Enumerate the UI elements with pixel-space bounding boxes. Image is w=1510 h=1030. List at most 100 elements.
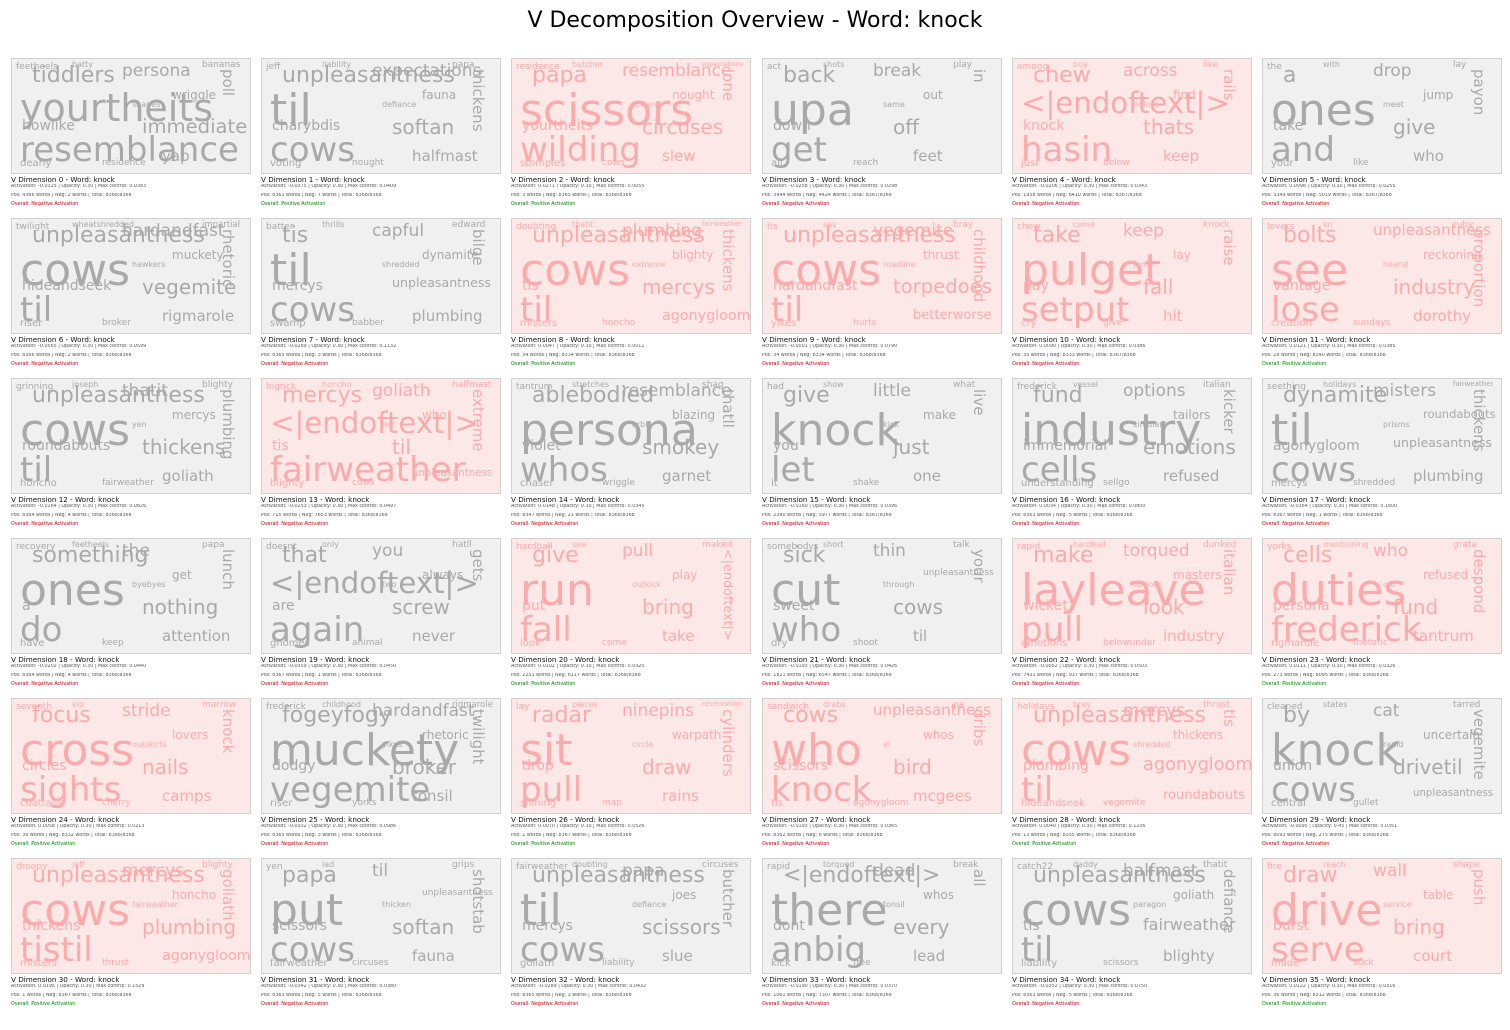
wordcloud-panel: put cows papa softan til scissors fauna shotsta… bbox=[261, 858, 501, 1008]
panel-caption: V Dimension 8 - Word: knock bbox=[511, 335, 615, 344]
panel-caption: V Dimension 17 - Word: knock bbox=[1262, 495, 1371, 504]
panel-overall-label: Overall: Negative Activation bbox=[762, 682, 830, 687]
cloud-word: cross bbox=[20, 725, 135, 776]
cloud-word: in bbox=[970, 69, 988, 83]
cloud-word: cut bbox=[771, 565, 841, 616]
cloud-word: seething bbox=[1267, 382, 1306, 392]
cloud-word: despond bbox=[1470, 549, 1488, 614]
cloud-word: camps bbox=[162, 787, 212, 805]
cloud-word: jump bbox=[1423, 88, 1454, 102]
cloud-word: lose bbox=[1271, 290, 1340, 330]
cloud-word: blighty bbox=[202, 380, 233, 390]
cloud-word: refused bbox=[1163, 467, 1220, 485]
wordcloud-image: <|endoftext|> hasin chew thats across knock ke… bbox=[1012, 58, 1252, 174]
cloud-word: misters bbox=[20, 958, 58, 969]
panel-stats-activation: Activation: -0.0289 | Opacity: 0.30 | Ma… bbox=[511, 984, 647, 989]
cloud-word: pay bbox=[1023, 278, 1049, 294]
panel-caption: V Dimension 34 - Word: knock bbox=[1012, 975, 1121, 984]
cloud-word: ones bbox=[20, 565, 125, 616]
cloud-word: pa bbox=[953, 700, 965, 710]
panel-stats-activation: Activation: 0.0034 | Opacity: 0.30 | Max… bbox=[1012, 504, 1146, 509]
panel-overall-label: Overall: Negative Activation bbox=[1012, 362, 1080, 367]
cloud-word: always bbox=[422, 568, 464, 582]
cloud-word: mercys bbox=[172, 408, 216, 422]
cloud-word: fairweather bbox=[702, 220, 743, 228]
cloud-word: doubting bbox=[572, 860, 608, 869]
panel-stats-counts: Pos: 2251 words | Neg: 6117 words | Tota… bbox=[511, 673, 641, 678]
cloud-word: dribs bbox=[970, 709, 988, 747]
cloud-word: misters bbox=[520, 318, 558, 329]
cloud-word: thickens bbox=[142, 435, 226, 459]
panel-overall-label: Overall: Negative Activation bbox=[261, 362, 329, 367]
cloud-word: wall bbox=[1373, 861, 1407, 881]
cloud-word: cleaned bbox=[1267, 702, 1303, 712]
cloud-word: <|endoftext|> bbox=[719, 549, 735, 641]
cloud-word: masters bbox=[1173, 568, 1222, 582]
cloud-word: make bbox=[1033, 543, 1094, 568]
panel-overall-label: Overall: Positive Activation bbox=[261, 202, 326, 207]
cloud-word: upa bbox=[771, 85, 854, 136]
panel-stats-activation: Activation: 0.0098 | Opacity: 0.30 | Max… bbox=[1262, 184, 1396, 189]
panel-stats-activation: Activation: -0.0375 | Opacity: 0.30 | Ma… bbox=[261, 184, 397, 189]
wordcloud-panel: ones do something nothing the a attention lunch… bbox=[11, 538, 251, 688]
cloud-word: plumbing bbox=[142, 915, 237, 939]
cloud-word: softan bbox=[392, 115, 455, 139]
wordcloud-panel: industry cells fund emotions options immemori… bbox=[1012, 378, 1252, 528]
cloud-word: yourtheits bbox=[522, 118, 594, 134]
cloud-word: unpleasantness bbox=[1413, 788, 1494, 799]
wordcloud-image: cut who sick cows thin sweet til your unpleasant… bbox=[762, 538, 1002, 654]
cloud-word: twilight bbox=[16, 222, 50, 232]
cloud-word: resemblance bbox=[622, 381, 732, 401]
cloud-word: tantrum bbox=[516, 382, 553, 392]
cloud-word: off bbox=[893, 115, 920, 139]
cloud-word: setput bbox=[1021, 290, 1130, 330]
panel-stats-activation: Activation: -0.0052 | Opacity: 0.30 | Ma… bbox=[1012, 664, 1148, 669]
cloud-word: mercys bbox=[122, 861, 184, 881]
cloud-word: union bbox=[1273, 758, 1313, 774]
cloud-word: vessel bbox=[1073, 380, 1099, 389]
cloud-word: unpleasantness bbox=[873, 701, 991, 719]
panel-caption: V Dimension 20 - Word: knock bbox=[511, 655, 620, 664]
wordcloud-image: run fall give bring pull put take <|endoftext|>… bbox=[511, 538, 751, 654]
panel-caption: V Dimension 31 - Word: knock bbox=[261, 975, 370, 984]
cloud-word: liability bbox=[1021, 958, 1058, 969]
cloud-word: impartial bbox=[202, 220, 241, 230]
panel-stats-activation: Activation: -0.0332 | Opacity: 0.30 | Ma… bbox=[261, 824, 397, 829]
cloud-word: agonygloom bbox=[662, 308, 751, 324]
cloud-word: hearst bbox=[1383, 260, 1409, 269]
cloud-word: rains bbox=[662, 787, 699, 805]
panel-overall-label: Overall: Negative Activation bbox=[1012, 1002, 1080, 1007]
cloud-word: knock bbox=[1023, 118, 1065, 134]
cloud-word: agonygloom bbox=[853, 798, 909, 808]
cloud-word: anbig bbox=[771, 930, 866, 970]
cloud-word: yikes bbox=[771, 318, 797, 329]
wordcloud-panel: cows til unpleasantness agonygloom mercys plu… bbox=[1012, 698, 1252, 848]
panel-stats-counts: Pos: 13 words | Neg: 8355 words | Total:… bbox=[1012, 833, 1136, 838]
cloud-word: bananas bbox=[202, 60, 241, 70]
cloud-word: unpleasantness bbox=[32, 383, 205, 408]
panel-stats-activation: Activation: 0.0047 | Opacity: 0.30 | Max… bbox=[511, 344, 645, 349]
cloud-word: fairweather bbox=[1143, 915, 1236, 934]
cloud-word: til bbox=[520, 885, 562, 936]
panel-caption: V Dimension 14 - Word: knock bbox=[511, 495, 620, 504]
panel-stats-activation: Activation: -0.0001 | Opacity: 0.30 | Ma… bbox=[762, 344, 898, 349]
cloud-word: scissors bbox=[272, 918, 328, 934]
cloud-word: til bbox=[20, 450, 53, 490]
cloud-word: tiddlers bbox=[32, 63, 115, 88]
cloud-word: drive bbox=[1271, 885, 1383, 936]
panel-caption: V Dimension 4 - Word: knock bbox=[1012, 175, 1116, 184]
cloud-word: blazing bbox=[672, 408, 716, 422]
panel-caption: V Dimension 18 - Word: knock bbox=[11, 655, 120, 664]
panel-stats-activation: Activation: -0.0193 | Opacity: 0.30 | Ma… bbox=[762, 824, 898, 829]
panel-caption: V Dimension 7 - Word: knock bbox=[261, 335, 365, 344]
cloud-word: play bbox=[672, 568, 698, 582]
cloud-word: see bbox=[572, 540, 587, 549]
cloud-word: screw bbox=[392, 595, 450, 619]
panel-stats-activation: Activation: 0.0122 | Opacity: 0.30 | Max… bbox=[1262, 984, 1396, 989]
panel-stats-counts: Pos: 8361 words | Neg: 7 words | Total: … bbox=[261, 193, 382, 198]
cloud-word: til bbox=[771, 290, 804, 330]
wordcloud-panel: duties frederick cells fund who persona tantru… bbox=[1262, 538, 1502, 688]
cloud-word: give bbox=[783, 383, 830, 408]
panel-stats-activation: Activation: 0.0090 | Opacity: 0.30 | Max… bbox=[1012, 344, 1146, 349]
cloud-word: muckety bbox=[270, 725, 460, 776]
